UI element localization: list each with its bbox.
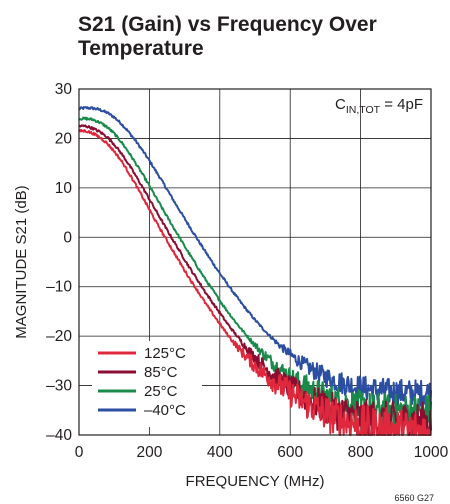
legend-label: 25°C <box>144 383 178 400</box>
annotation-text: CIN,TOT = 4pF <box>335 96 423 116</box>
y-tick-label: –30 <box>46 378 72 395</box>
capacitance-annotation: CIN,TOT = 4pF <box>335 96 423 116</box>
x-tick-label: 800 <box>348 444 374 461</box>
x-axis-label: FREQUENCY (MHz) <box>186 473 325 490</box>
y-tick-label: 20 <box>55 130 73 147</box>
chart-title-line-1: S21 (Gain) vs Frequency Over <box>78 13 377 36</box>
legend: 125°C 85°C 25°C –40°C <box>92 341 202 427</box>
tick-labels: 0 200 400 600 800 1000 30 20 10 0 –10 –20 –30 –40 <box>46 81 448 461</box>
series-lines <box>78 106 432 436</box>
x-tick-label: 0 <box>75 444 84 461</box>
y-tick-label: 30 <box>55 81 73 98</box>
plot-frame <box>78 88 432 436</box>
y-tick-label: 0 <box>63 229 72 246</box>
series-line <box>78 128 432 436</box>
y-tick-label: –10 <box>46 279 72 296</box>
chart-title-line-2: Temperature <box>78 37 204 60</box>
legend-label: 85°C <box>144 364 178 381</box>
x-tick-label: 1000 <box>414 444 449 461</box>
y-tick-label: –40 <box>46 427 72 444</box>
legend-background <box>92 341 202 427</box>
y-tick-label: 10 <box>55 180 73 197</box>
figure-id: 6560 G27 <box>394 493 434 503</box>
x-tick-label: 400 <box>207 444 233 461</box>
y-tick-label: –20 <box>46 328 72 345</box>
legend-label: 125°C <box>144 345 186 362</box>
legend-label: –40°C <box>144 402 186 419</box>
x-tick-label: 600 <box>277 444 303 461</box>
x-tick-label: 200 <box>136 444 162 461</box>
y-axis-label: MAGNITUDE S21 (dB) <box>13 185 30 338</box>
